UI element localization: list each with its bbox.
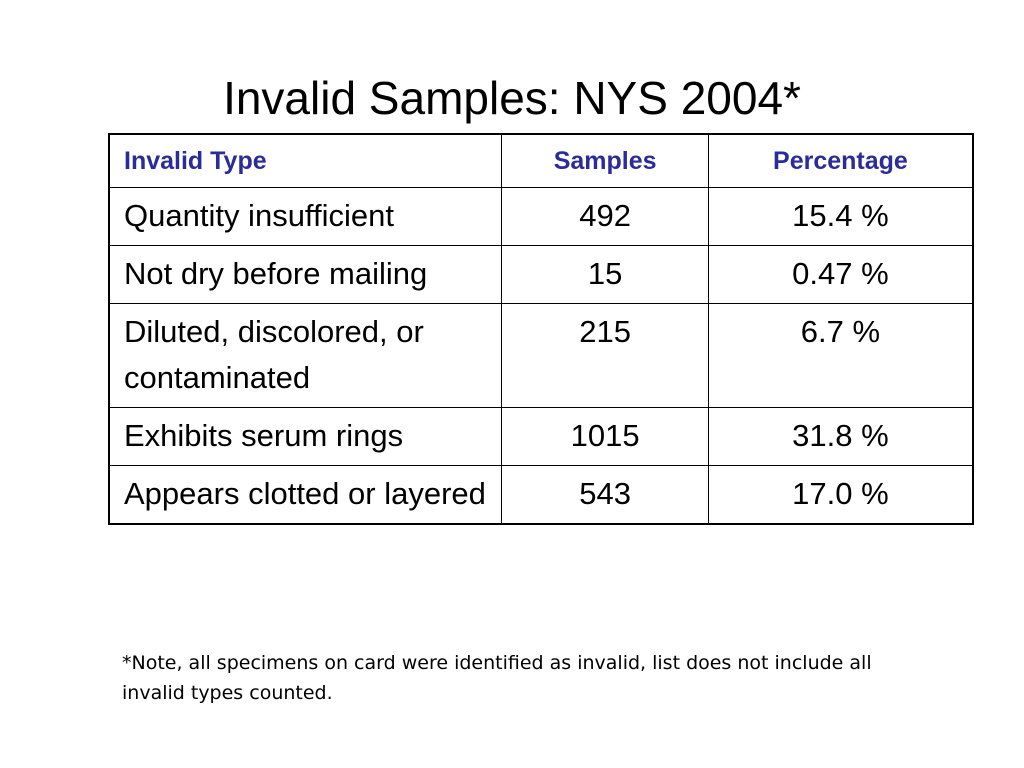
- cell-invalid-type: Diluted, discolored, or contaminated: [108, 303, 503, 408]
- footnote: *Note, all specimens on card were identi…: [122, 652, 872, 704]
- table-row: Exhibits serum rings 1015 31.8 %: [108, 407, 974, 466]
- slide-title: Invalid Samples: NYS 2004*: [223, 72, 801, 124]
- table-row: Appears clotted or layered 543 17.0 %: [108, 465, 974, 525]
- cell-samples: 15: [501, 245, 709, 304]
- cell-invalid-type: Exhibits serum rings: [108, 407, 503, 466]
- table-row: Quantity insufficient 492 15.4 %: [108, 187, 974, 246]
- cell-percentage: 6.7 %: [707, 303, 974, 408]
- invalid-samples-table: Invalid Type Samples Percentage Quantity…: [108, 133, 974, 525]
- table-header-row: Invalid Type Samples Percentage: [108, 133, 974, 188]
- cell-percentage: 17.0 %: [707, 465, 974, 525]
- cell-percentage: 0.47 %: [707, 245, 974, 304]
- table-row: Diluted, discolored, or contaminated 215…: [108, 303, 974, 408]
- cell-samples: 1015: [501, 407, 709, 466]
- table-row: Not dry before mailing 15 0.47 %: [108, 245, 974, 304]
- cell-percentage: 31.8 %: [707, 407, 974, 466]
- header-percentage: Percentage: [707, 133, 974, 188]
- cell-invalid-type: Appears clotted or layered: [108, 465, 503, 525]
- cell-samples: 215: [501, 303, 709, 408]
- cell-samples: 492: [501, 187, 709, 246]
- cell-invalid-type: Quantity insufficient: [108, 187, 503, 246]
- header-invalid-type: Invalid Type: [108, 133, 503, 188]
- cell-invalid-type: Not dry before mailing: [108, 245, 503, 304]
- cell-percentage: 15.4 %: [707, 187, 974, 246]
- header-samples: Samples: [501, 133, 709, 188]
- cell-samples: 543: [501, 465, 709, 525]
